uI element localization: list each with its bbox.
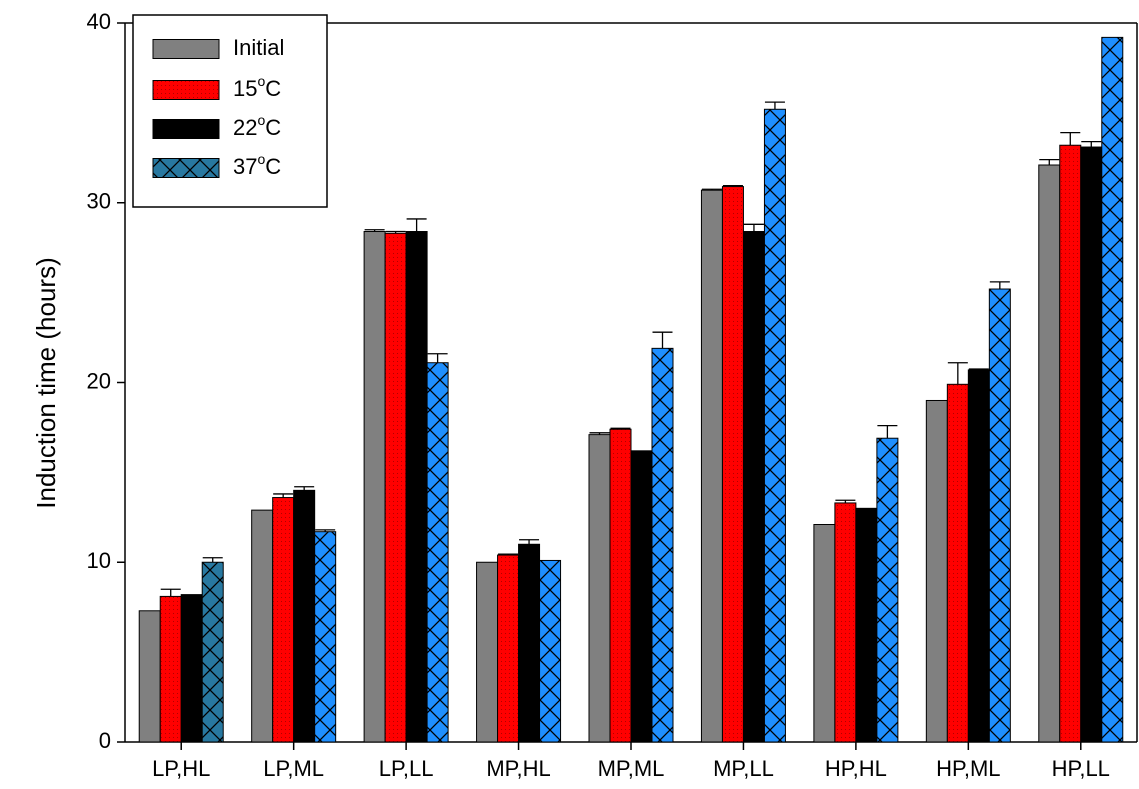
bar xyxy=(384,232,407,743)
bar xyxy=(1059,144,1082,743)
legend-label: Initial xyxy=(233,35,284,60)
bar xyxy=(763,108,786,743)
bar xyxy=(609,428,632,743)
legend-label-main: 37 xyxy=(233,154,257,179)
x-axis-ticks: LP,HL LP,ML LP,LL MP,HL MP,ML MP,LL HP,HL HP,ML… xyxy=(152,742,1110,781)
bar xyxy=(1080,146,1103,743)
legend-label-suffix: C xyxy=(265,76,281,101)
y-tick-label: 20 xyxy=(87,368,111,393)
y-axis-title: Induction time (hours) xyxy=(31,257,61,508)
x-tick-label: HP,HL xyxy=(825,756,887,781)
bar xyxy=(742,231,765,743)
bar xyxy=(539,559,562,743)
bar xyxy=(159,595,182,743)
bar xyxy=(988,288,1011,743)
x-tick-label: LP,LL xyxy=(379,756,434,781)
x-tick-label: HP,ML xyxy=(936,756,1000,781)
bar xyxy=(201,561,224,743)
bar xyxy=(967,369,990,743)
legend-label: 37oC xyxy=(233,151,281,179)
bar xyxy=(272,497,295,743)
legend-label-main: 15 xyxy=(233,76,257,101)
bar xyxy=(518,543,541,743)
bar xyxy=(630,450,653,743)
bar xyxy=(834,502,857,743)
bar xyxy=(700,189,723,743)
bar xyxy=(363,231,386,743)
bar xyxy=(925,399,948,743)
bar xyxy=(405,231,428,743)
legend-label-sup: o xyxy=(257,73,265,89)
legend-label-sup: o xyxy=(257,112,265,128)
x-tick-label: MP,ML xyxy=(598,756,665,781)
legend-label-suffix: C xyxy=(265,154,281,179)
y-tick-label: 0 xyxy=(99,728,111,753)
error-bars-group xyxy=(160,101,1102,597)
bar xyxy=(588,434,611,743)
legend-swatch xyxy=(152,80,220,100)
bar xyxy=(314,531,337,743)
legend-label-sup: o xyxy=(257,151,265,167)
x-tick-label: MP,HL xyxy=(486,756,550,781)
bar xyxy=(813,524,836,743)
x-tick-label: LP,ML xyxy=(263,756,324,781)
bar xyxy=(426,362,449,743)
y-tick-label: 10 xyxy=(87,548,111,573)
bar xyxy=(651,347,674,743)
legend-label-main: 22 xyxy=(233,115,257,140)
bar xyxy=(855,507,878,743)
legend-swatch xyxy=(152,158,220,178)
bar xyxy=(721,186,744,743)
bar xyxy=(876,437,899,743)
bar xyxy=(1038,164,1061,743)
bar xyxy=(1101,36,1124,743)
y-tick-label: 40 xyxy=(87,9,111,34)
bar xyxy=(946,383,969,743)
x-tick-label: MP,LL xyxy=(713,756,774,781)
bar xyxy=(251,509,274,743)
x-tick-label: LP,HL xyxy=(152,756,210,781)
legend-label-main: Initial xyxy=(233,35,284,60)
bar xyxy=(138,610,161,743)
bar xyxy=(476,561,499,743)
legend-label: 15oC xyxy=(233,73,281,101)
bar xyxy=(293,489,316,743)
legend-label-suffix: C xyxy=(265,115,281,140)
legend-label: 22oC xyxy=(233,112,281,140)
legend-swatch xyxy=(152,39,220,59)
x-tick-label: HP,LL xyxy=(1052,756,1110,781)
y-axis-ticks: 0 10 20 30 40 xyxy=(87,9,125,753)
y-tick-label: 30 xyxy=(87,189,111,214)
legend-swatch xyxy=(152,119,220,139)
bar xyxy=(180,594,203,743)
bar xyxy=(497,554,520,743)
